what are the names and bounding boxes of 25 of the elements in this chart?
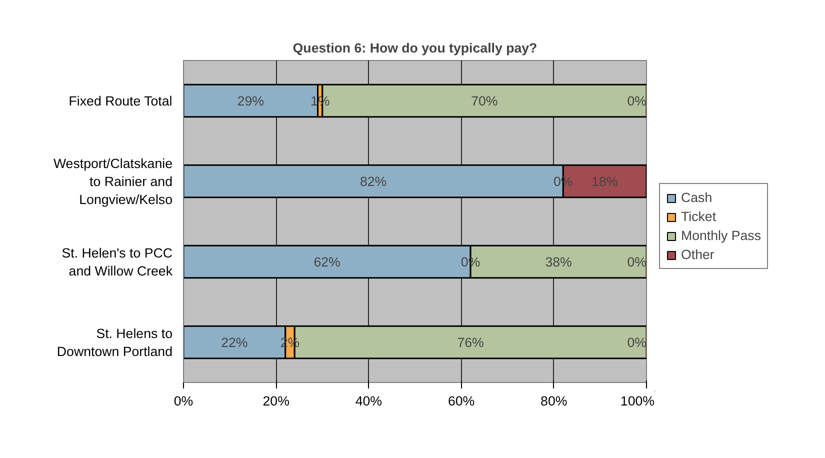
data-label: 2% — [280, 334, 300, 350]
x-tick-label: 20% — [262, 394, 290, 408]
y-tick-label: Fixed Route Total — [68, 93, 172, 108]
y-tick-label: Westport/Clatskanie to Rainier and Longview/Kelso — [53, 156, 173, 207]
data-label: 70% — [471, 93, 498, 108]
data-label: 22% — [221, 334, 248, 350]
data-label: 38% — [545, 254, 572, 270]
legend-label: Cash — [681, 190, 712, 205]
x-tick-label: 0% — [174, 394, 194, 408]
data-label: 82% — [360, 174, 387, 189]
y-tick-label: St. Helen's to PCC and Willow Creek — [62, 245, 173, 278]
y-tick-label: St. Helens to Downtown Portland — [56, 326, 173, 359]
legend-label: Other — [681, 247, 714, 262]
data-label: 29% — [237, 93, 264, 108]
x-tick-label: 80% — [540, 394, 568, 408]
legend-label: Monthly Pass — [681, 228, 762, 243]
data-label: 0% — [554, 174, 573, 189]
data-label: 76% — [457, 334, 484, 350]
x-tick-label: 100% — [620, 394, 655, 408]
data-label: 62% — [314, 254, 341, 270]
legend-label: Ticket — [681, 209, 716, 224]
chart-title: Question 6: How do you typically pay? — [292, 40, 538, 56]
x-tick-label: 40% — [355, 394, 382, 408]
x-tick-label: 60% — [448, 394, 475, 408]
data-label: 18% — [591, 174, 618, 189]
